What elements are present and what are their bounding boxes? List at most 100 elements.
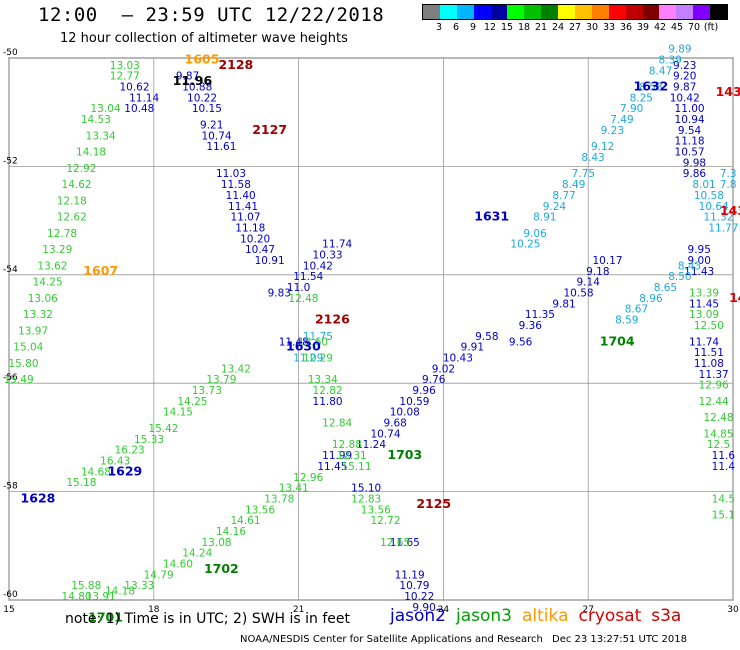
data-point-label: 14.25: [33, 277, 63, 289]
data-point-label: 14.85: [703, 428, 733, 440]
timestamp: Dec 23 13:27:51 UTC 2018: [552, 634, 687, 645]
data-point-label: 11.99: [322, 450, 352, 462]
data-point-label: 10.08: [390, 407, 420, 419]
data-point-label: 12.96: [699, 380, 729, 392]
color-scale-labels: 3 6 9 12 15 18 21 24 27 30 33 36 39 42 45 70 (ft): [422, 22, 740, 34]
data-point-label: 9.96: [412, 385, 436, 397]
data-point-label: 11.4: [712, 461, 736, 473]
data-point-label: 14.15: [163, 407, 193, 419]
y-tick-label: -54: [3, 265, 18, 275]
scale-swatch: [524, 5, 542, 19]
scale-swatch: [710, 5, 728, 19]
data-point-label: 9.95: [688, 244, 711, 256]
data-point-label: 8.67: [625, 304, 648, 316]
data-point-label: 13.97: [18, 325, 48, 337]
data-point-label: 9.91: [461, 342, 484, 354]
scale-label: 30: [585, 22, 599, 33]
data-point-label: 11.35: [525, 309, 555, 321]
data-point-label: 12.96: [293, 472, 323, 484]
data-point-label: 13.03: [110, 60, 140, 72]
data-point-label: 14.24: [182, 548, 212, 560]
time-annotation: 11.96: [173, 73, 213, 88]
data-point-label: 13.33: [124, 580, 154, 592]
data-point-label: 10.48: [124, 103, 154, 115]
data-point-label: 10.22: [404, 591, 434, 603]
data-point-label: 11.08: [694, 358, 724, 370]
data-point-label: 13.78: [264, 493, 294, 505]
x-tick-label: 18: [148, 605, 160, 615]
data-point-label: 9.02: [432, 363, 455, 375]
data-point-label: 12.31: [337, 450, 367, 462]
data-point-label: 10.94: [675, 114, 705, 126]
color-scale-bar: [422, 4, 728, 20]
data-point-label: 12.82: [313, 385, 343, 397]
legend-altika: altika: [522, 606, 569, 626]
time-annotation: 2126: [315, 312, 350, 327]
data-point-label: 11.19: [395, 569, 425, 581]
time-annotation: 1605: [185, 51, 220, 66]
x-tick-label: 24: [438, 605, 450, 615]
data-point-label: 11.54: [293, 271, 323, 283]
scale-label: 42: [653, 22, 667, 33]
data-point-label: 15.18: [66, 477, 96, 489]
data-point-label: 12.62: [57, 212, 87, 224]
data-point-label: 12.50: [694, 320, 724, 332]
data-point-label: 8.01: [692, 179, 715, 191]
subtitle: 12 hour collection of altimeter wave hei…: [60, 31, 348, 46]
data-point-label: 11.32: [703, 212, 733, 224]
data-point-label: 13.42: [221, 363, 251, 375]
data-point-label: 8.47: [649, 65, 672, 77]
data-point-label: 11.14: [129, 92, 159, 104]
data-point-label: 15.1: [712, 510, 735, 522]
data-point-label: 15.80: [8, 358, 38, 370]
data-point-label: 9.12: [591, 141, 614, 153]
data-point-label: 10.17: [592, 255, 622, 267]
data-point-label: 12.78: [47, 228, 77, 240]
data-point-label: 9.14: [577, 277, 601, 289]
data-point-label: 8.65: [654, 282, 677, 294]
scale-label: 6: [452, 22, 460, 33]
data-point-label: 12.48: [703, 412, 733, 424]
data-point-label: 14.5: [712, 493, 735, 505]
data-point-label: 14.60: [163, 558, 193, 570]
data-point-label: 13.41: [279, 483, 309, 495]
data-point-label: 11.77: [708, 222, 738, 234]
data-point-label: 9.23: [673, 60, 696, 72]
data-point-label: 10.25: [510, 239, 540, 251]
time-annotation: 1437: [716, 84, 740, 99]
scale-label: 45: [670, 22, 684, 33]
data-point-label: 11.03: [216, 168, 246, 180]
y-tick-label: -50: [3, 48, 18, 58]
data-point-label: 12.72: [370, 515, 400, 527]
data-point-label: 14.62: [62, 179, 92, 191]
data-point-label: 15.88: [71, 580, 101, 592]
time-annotation: 1701: [88, 610, 123, 625]
data-point-label: 13.34: [308, 374, 338, 386]
time-annotation: 2125: [416, 496, 451, 511]
y-tick-label: -60: [3, 590, 18, 600]
data-point-label: 12.18: [57, 195, 87, 207]
data-point-label: 12.29: [303, 353, 333, 365]
scale-swatch: [625, 5, 643, 19]
data-point-label: 13.09: [689, 309, 719, 321]
data-point-label: 8.43: [581, 152, 604, 164]
data-point-label: 9.18: [586, 266, 609, 278]
data-point-label: 10.74: [370, 428, 400, 440]
data-point-label: 9.98: [683, 157, 706, 169]
data-point-label: 10.43: [443, 353, 473, 365]
data-point-label: 7.49: [610, 114, 633, 126]
scale-label: 33: [602, 22, 616, 33]
data-point-label: 15.11: [341, 461, 371, 473]
data-point-label: 10.42: [303, 260, 333, 272]
data-point-label: 10.59: [399, 396, 429, 408]
data-point-label: 11.65: [390, 537, 420, 549]
data-point-label: 7.8: [720, 179, 737, 191]
data-point-label: 10.58: [694, 190, 724, 202]
data-point-label: 9.06: [523, 228, 547, 240]
scale-label: (ft): [703, 22, 719, 33]
scale-label: 36: [619, 22, 633, 33]
time-annotation: 1607: [83, 263, 118, 278]
data-point-label: 10.47: [245, 244, 275, 256]
scale-swatch: [456, 5, 474, 19]
data-point-label: 8.59: [615, 315, 638, 327]
